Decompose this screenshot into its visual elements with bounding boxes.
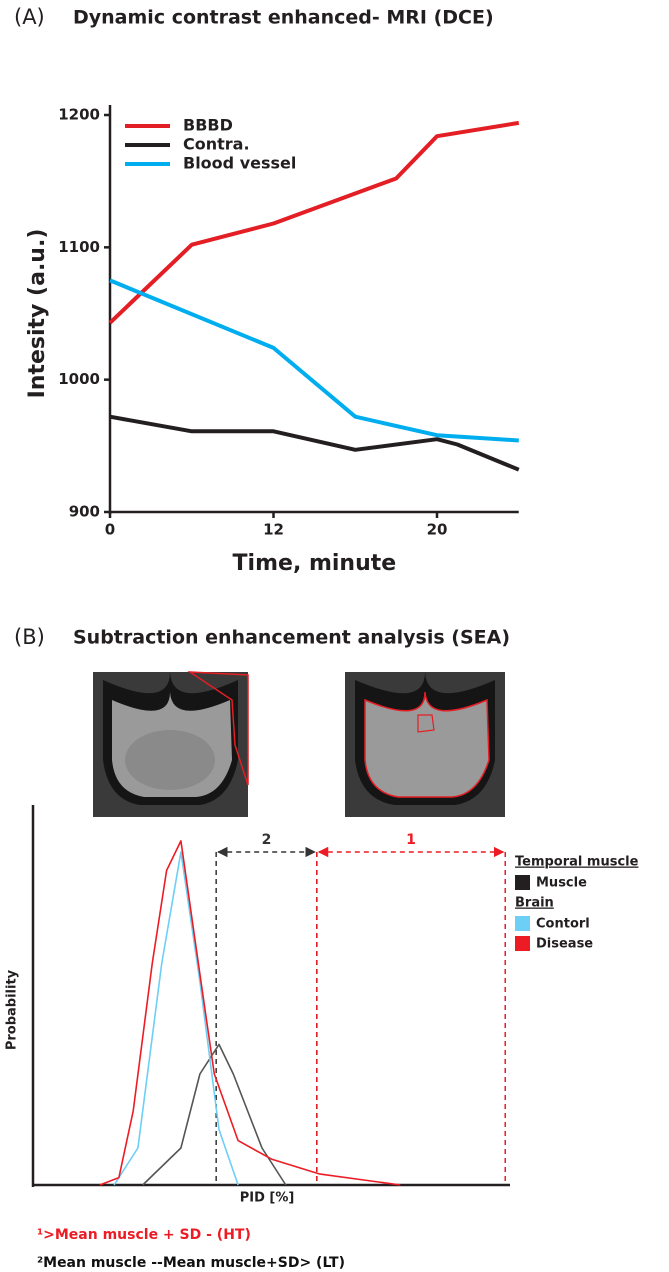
y-tick-label: 1100 [58,238,100,256]
legend-label: Contra. [183,135,250,154]
series-line [142,1043,287,1186]
y-tick-label: 1200 [58,106,100,124]
legend-label: Muscle [536,876,587,891]
legend-label: Blood vessel [183,154,296,173]
legend-heading: Temporal muscle [515,855,639,870]
legend-swatch [515,916,530,931]
y-tick-label: 900 [69,503,100,521]
legend-heading: Brain [515,896,554,911]
legend-swatch [515,936,530,951]
legend-label: Disease [536,937,593,952]
mri-image-right [345,672,505,817]
panel-label: (A) [14,5,45,29]
footnote: ¹>Mean muscle + SD - (HT) [37,1227,251,1243]
legend-label: BBBD [183,116,233,135]
chart-title: Dynamic contrast enhanced- MRI (DCE) [73,7,494,29]
footnote: ²Mean muscle --Mean muscle+SD> (LT) [37,1255,345,1271]
x-axis-label: PID [%] [240,1191,295,1206]
legend-swatch [515,875,530,890]
x-tick-label: 0 [105,521,115,539]
series-line [113,851,239,1186]
x-axis-label: Time, minute [233,551,397,576]
bracket-label: 2 [262,832,272,848]
y-tick-label: 1000 [58,370,100,388]
panel-label: (B) [14,625,45,649]
series-line [99,840,401,1186]
series-line [109,414,520,472]
y-axis-label: Probability [5,969,20,1050]
legend-label: Contorl [536,917,590,932]
bracket-label: 1 [406,832,416,848]
series-line [108,120,520,325]
x-tick-label: 12 [263,521,284,539]
y-axis-label: Intesity (a.u.) [25,229,50,399]
x-tick-label: 20 [427,521,448,539]
series-line [109,278,519,443]
chart-title: Subtraction enhancement analysis (SEA) [73,627,510,649]
mri-image-left [93,671,249,817]
